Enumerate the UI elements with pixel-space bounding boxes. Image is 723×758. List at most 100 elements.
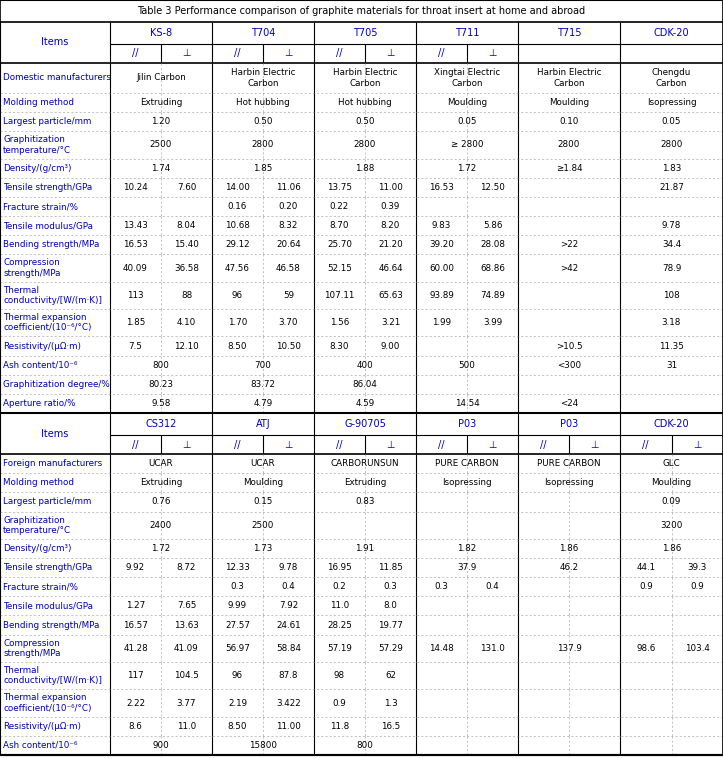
Text: Chengdu
Carbon: Chengdu Carbon [652,68,691,88]
Text: Thermal expansion
coefficient/(10⁻⁶/°C): Thermal expansion coefficient/(10⁻⁶/°C) [3,313,92,333]
Text: 41.28: 41.28 [123,644,148,653]
Text: 60.00: 60.00 [429,264,454,273]
Text: 25.70: 25.70 [327,240,352,249]
Text: 10.50: 10.50 [276,342,301,350]
Text: //: // [234,440,241,449]
Text: 13.63: 13.63 [174,621,199,630]
Text: 11.0: 11.0 [330,601,349,610]
Text: 56.97: 56.97 [225,644,250,653]
Text: 1.56: 1.56 [330,318,349,327]
Text: 9.92: 9.92 [126,563,145,572]
Text: 108: 108 [663,291,680,300]
Text: 15.40: 15.40 [174,240,199,249]
Text: KS-8: KS-8 [150,28,172,38]
Text: Moulding: Moulding [549,98,589,107]
Text: 8.72: 8.72 [177,563,196,572]
Text: //: // [438,49,445,58]
Text: 21.87: 21.87 [659,183,684,192]
Text: Items: Items [41,37,69,48]
Text: 1.83: 1.83 [662,164,681,173]
Text: 39.3: 39.3 [688,563,707,572]
Text: 137.9: 137.9 [557,644,581,653]
Text: Resistivity/(μΩ·m): Resistivity/(μΩ·m) [3,342,81,350]
Text: 44.1: 44.1 [636,563,655,572]
Text: Extruding: Extruding [140,98,182,107]
Text: 12.10: 12.10 [174,342,199,350]
Text: 0.9: 0.9 [333,699,346,707]
Text: 88: 88 [181,291,192,300]
Text: Bending strength/MPa: Bending strength/MPa [3,621,99,630]
Text: Graphitization
temperature/°C: Graphitization temperature/°C [3,515,71,535]
Text: 103.4: 103.4 [685,644,710,653]
Text: 46.64: 46.64 [378,264,403,273]
Text: 11.85: 11.85 [378,563,403,572]
Text: Compression
strength/MPa: Compression strength/MPa [3,639,61,658]
Text: 57.29: 57.29 [378,644,403,653]
Text: 19.77: 19.77 [378,621,403,630]
Text: 3200: 3200 [660,521,683,530]
Text: 8.30: 8.30 [330,342,349,350]
Text: 0.9: 0.9 [690,582,704,591]
Text: T705: T705 [353,28,377,38]
Text: 15800: 15800 [249,741,277,750]
Text: 16.95: 16.95 [327,563,352,572]
Text: Moulding: Moulding [243,478,283,487]
Text: 34.4: 34.4 [662,240,681,249]
Text: <24: <24 [560,399,578,408]
Text: Harbin Electric
Carbon: Harbin Electric Carbon [536,68,602,88]
Text: 0.05: 0.05 [457,117,476,127]
Text: 9.99: 9.99 [228,601,247,610]
Text: 3.422: 3.422 [276,699,301,707]
Text: Aperture ratio/%: Aperture ratio/% [3,399,75,408]
Text: 1.20: 1.20 [151,117,171,127]
Text: 0.3: 0.3 [231,582,244,591]
Text: 36.58: 36.58 [174,264,199,273]
Text: T704: T704 [251,28,275,38]
Text: 9.78: 9.78 [279,563,298,572]
Text: 57.19: 57.19 [327,644,352,653]
Text: 47.56: 47.56 [225,264,250,273]
Text: T715: T715 [557,28,581,38]
Text: 500: 500 [458,361,476,370]
Text: 3.99: 3.99 [483,318,502,327]
Text: Density/(g/cm³): Density/(g/cm³) [3,164,72,173]
Text: 20.64: 20.64 [276,240,301,249]
Text: 1.99: 1.99 [432,318,451,327]
Text: //: // [132,440,139,449]
Text: 7.92: 7.92 [279,601,298,610]
Text: 131.0: 131.0 [480,644,505,653]
Text: //: // [132,49,139,58]
Text: CDK-20: CDK-20 [654,28,689,38]
Text: G-90705: G-90705 [344,419,386,429]
Text: Compression
strength/MPa: Compression strength/MPa [3,258,61,277]
Text: 8.70: 8.70 [330,221,349,230]
Text: Tensile modulus/GPa: Tensile modulus/GPa [3,601,93,610]
Text: 2500: 2500 [150,140,172,149]
Text: 9.58: 9.58 [151,399,171,408]
Text: 3.21: 3.21 [381,318,400,327]
Text: //: // [643,440,649,449]
Text: 0.15: 0.15 [253,497,273,506]
Text: 8.0: 8.0 [384,601,398,610]
Text: 93.89: 93.89 [429,291,454,300]
Text: 8.6: 8.6 [129,722,142,731]
Text: 68.86: 68.86 [480,264,505,273]
Text: 0.50: 0.50 [253,117,273,127]
Text: 1.72: 1.72 [458,164,476,173]
Text: 1.85: 1.85 [126,318,145,327]
Text: 41.09: 41.09 [174,644,199,653]
Text: 29.12: 29.12 [225,240,250,249]
Text: 3.77: 3.77 [176,699,196,707]
Text: 8.50: 8.50 [228,722,247,731]
Text: Molding method: Molding method [3,98,74,107]
Text: 16.53: 16.53 [429,183,454,192]
Text: Xingtai Electric
Carbon: Xingtai Electric Carbon [434,68,500,88]
Text: CS312: CS312 [145,419,176,429]
Text: 14.48: 14.48 [429,644,454,653]
Text: 8.32: 8.32 [279,221,298,230]
Text: 1.73: 1.73 [253,544,273,553]
Text: ⊥: ⊥ [182,440,191,449]
Text: 21.20: 21.20 [378,240,403,249]
Text: 11.8: 11.8 [330,722,349,731]
Text: 83.72: 83.72 [250,380,275,389]
